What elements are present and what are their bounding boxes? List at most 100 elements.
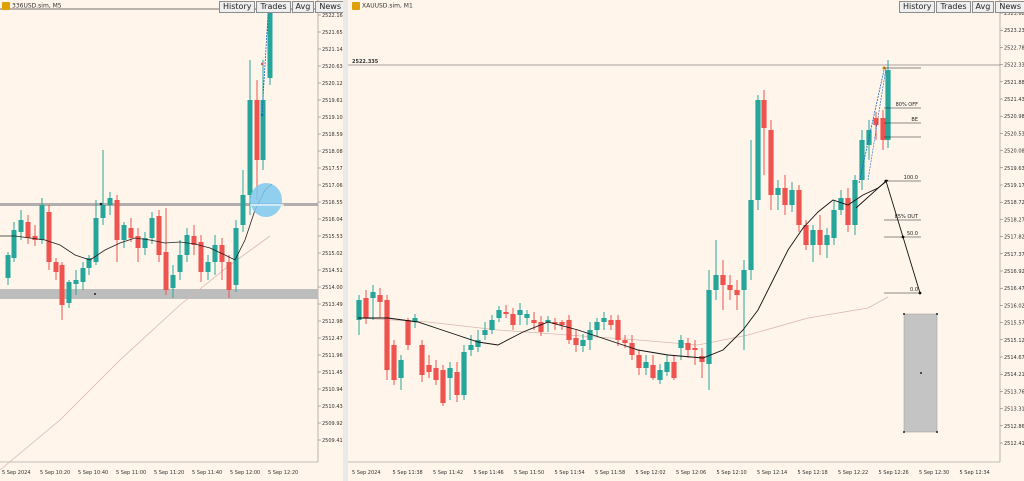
candle-body (107, 198, 113, 205)
trades-button[interactable]: Trades (936, 1, 971, 13)
candle-body (538, 322, 544, 332)
candle-body (212, 245, 218, 262)
symbol-logo-icon (2, 2, 10, 10)
candle-body (254, 100, 260, 160)
x-tick-label: 5 Sep 2024 (2, 470, 31, 476)
x-tick-label: 5 Sep 12:30 (919, 470, 949, 476)
y-tick-label: 2520.631 (322, 64, 343, 70)
level-85-out-label: 85% OUT (895, 214, 919, 220)
candle-body (198, 242, 204, 272)
window-splitter[interactable] (343, 0, 348, 481)
avg-button[interactable]: Avg (291, 1, 315, 13)
box-handle (903, 431, 905, 433)
y-tick-label: 2523.685 (1004, 11, 1024, 17)
zigzag-point (918, 291, 922, 295)
y-tick-label: 2510.431 (322, 404, 343, 410)
right-chart-canvas[interactable]: 2523.685 2523.230 2522.780 2522.335 2521.885… (348, 0, 1024, 481)
candle-body (142, 238, 148, 248)
candle-body (80, 268, 86, 282)
candle-body (114, 200, 120, 240)
support-zone (0, 289, 318, 299)
x-tick-label: 5 Sep 11:20 (154, 470, 184, 476)
left-chart-window[interactable]: 2522.161 2521.651 2521.140 2520.631 2520.121… (0, 0, 344, 481)
candle-body (643, 362, 649, 368)
candle-body (86, 258, 92, 268)
trade-marker (260, 113, 264, 117)
candle-body (73, 280, 79, 284)
candle-body (233, 228, 239, 285)
left-chart-canvas[interactable]: 2522.161 2521.651 2521.140 2520.631 2520.121… (0, 0, 343, 481)
fast-ma-line (358, 179, 889, 359)
y-tick-label: 2516.920 (1004, 269, 1024, 275)
candle-body (475, 340, 481, 347)
candle-body (852, 180, 858, 225)
trade-marker (260, 62, 264, 66)
candle-body (545, 320, 551, 322)
candle-body (524, 314, 530, 318)
candle-body (789, 190, 795, 205)
candle-body (664, 362, 670, 372)
candle-body (426, 365, 432, 372)
avg-button[interactable]: Avg (971, 1, 995, 13)
candle-body (260, 100, 266, 160)
x-tick-label: 5 Sep 12:02 (636, 470, 666, 476)
resistance-line-zone (0, 203, 318, 206)
y-tick-label: 2519.175 (1004, 183, 1024, 189)
candle-body (601, 318, 607, 322)
price-line-label: 2522.335 (352, 59, 379, 65)
y-tick-label: 2509.411 (322, 438, 343, 444)
y-tick-label: 2514.001 (322, 285, 343, 291)
candle-body (845, 198, 851, 225)
candle-body (121, 225, 127, 240)
trade-dotted-line (858, 69, 885, 184)
candle-body (59, 265, 65, 305)
candle-body (885, 70, 891, 140)
candle-body (149, 218, 155, 238)
candle-body (796, 190, 802, 225)
candle-body (440, 370, 446, 403)
y-tick-label: 2521.430 (1004, 97, 1024, 103)
trades-button[interactable]: Trades (256, 1, 291, 13)
y-tick-label: 2521.651 (322, 30, 343, 36)
level-0-label: 0.0 (910, 287, 918, 293)
candle-body (817, 230, 823, 245)
y-tick-label: 2515.120 (1004, 338, 1024, 344)
y-tick-label: 2520.535 (1004, 131, 1024, 137)
y-tick-label: 2512.471 (322, 336, 343, 342)
x-tick-label: 5 Sep 11:38 (393, 470, 423, 476)
candle-body (608, 320, 614, 325)
y-tick-label: 2516.551 (322, 200, 343, 206)
y-tick-label: 2514.511 (322, 268, 343, 274)
candle-body (191, 236, 197, 245)
fast-ma-line (0, 183, 273, 261)
history-button[interactable]: History (219, 1, 256, 13)
y-tick-label: 2519.611 (322, 98, 343, 104)
news-button[interactable]: News (995, 1, 1024, 13)
right-chart-window[interactable]: 2523.685 2523.230 2522.780 2522.335 2521.885… (348, 0, 1024, 481)
candle-body (782, 188, 788, 205)
left-toolbar: History Trades Avg News (219, 1, 343, 13)
news-button[interactable]: News (315, 1, 343, 13)
candle-body (177, 255, 183, 272)
candle-body (587, 330, 593, 340)
symbol-logo-icon (352, 2, 360, 10)
candle-body (156, 216, 162, 255)
zigzag-line (855, 180, 921, 294)
candle-body (713, 275, 719, 290)
candle-body (433, 368, 439, 380)
candle-body (824, 235, 830, 245)
history-button[interactable]: History (899, 1, 936, 13)
y-tick-label: 2516.046 (322, 217, 343, 223)
candle-body (489, 320, 495, 330)
candle-body (135, 236, 141, 248)
candle-body (163, 252, 169, 290)
x-tick-label: 5 Sep 12:34 (960, 470, 990, 476)
y-tick-label: 2521.140 (322, 47, 343, 53)
candle-body (671, 362, 677, 378)
y-tick-label: 2514.215 (1004, 372, 1024, 378)
y-tick-label: 2512.410 (1004, 441, 1024, 447)
candle-body (615, 320, 621, 340)
y-tick-label: 2515.531 (322, 234, 343, 240)
candle-body (32, 236, 38, 240)
candle-body (240, 195, 246, 225)
